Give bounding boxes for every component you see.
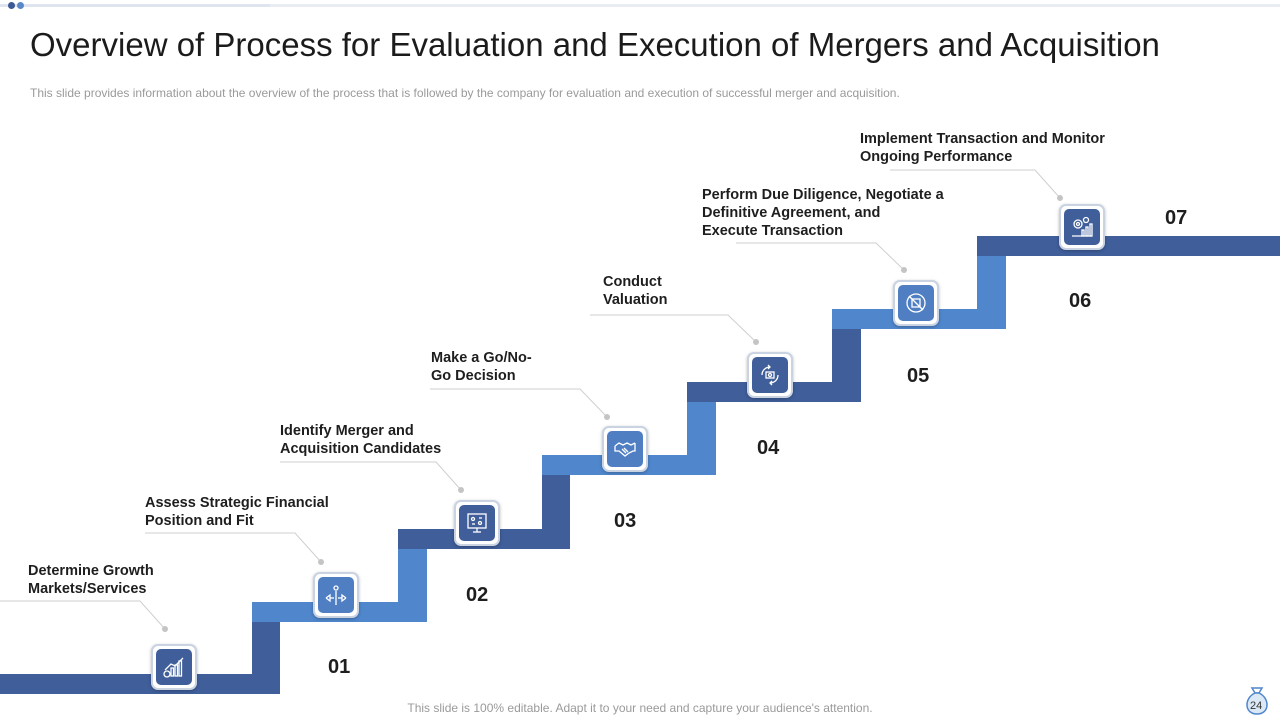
top-decor-line	[0, 4, 1280, 7]
leader-dot-7	[1057, 195, 1063, 201]
leader-line-7	[890, 169, 1061, 199]
step-icon-box-6	[893, 280, 939, 326]
leader-line-4	[430, 388, 608, 418]
presentation-board-icon	[467, 513, 487, 533]
leader-line-3	[280, 461, 462, 491]
step-number-3: 03	[614, 510, 637, 532]
slide-subtitle: This slide provides information about th…	[30, 86, 900, 100]
step-label-2: Assess Strategic Financial Position and …	[145, 495, 329, 529]
step-icon-box-2	[313, 572, 359, 618]
leader-line-1	[0, 600, 166, 630]
step-icon-box-5	[747, 352, 793, 398]
step-number-5: 05	[907, 365, 930, 387]
growth-chart-icon	[163, 657, 184, 678]
handshake-icon	[614, 442, 636, 457]
step-number-6: 06	[1069, 290, 1092, 312]
step-icon-box-7	[1059, 204, 1105, 250]
leader-dot-4	[604, 414, 610, 420]
stair-tread-1	[0, 674, 280, 694]
leader-dot-3	[458, 487, 464, 493]
leader-dot-1	[162, 626, 168, 632]
step-label-4: Make a Go/No- Go Decision	[431, 350, 532, 384]
stair-tread-7	[977, 236, 1280, 256]
decor-dot	[17, 2, 24, 9]
step-number-7: 07	[1165, 207, 1188, 229]
direction-arrows-icon	[325, 585, 347, 605]
leader-dot-6	[901, 267, 907, 273]
step-icon-box-4	[602, 426, 648, 472]
slide-title: Overview of Process for Evaluation and E…	[30, 26, 1160, 63]
step-label-5: Conduct Valuation	[603, 274, 668, 308]
step-number-4: 04	[757, 437, 780, 459]
gear-chart-icon	[1072, 216, 1093, 237]
decor-dot	[8, 2, 15, 9]
money-bag-icon	[1246, 687, 1268, 715]
step-icon-box-3	[454, 500, 500, 546]
no-deal-icon	[906, 293, 926, 313]
footer-note: This slide is 100% editable. Adapt it to…	[407, 701, 873, 715]
money-cycle-icon	[761, 364, 779, 386]
step-icon-box-1	[151, 644, 197, 690]
leader-dot-5	[753, 339, 759, 345]
step-label-6: Perform Due Diligence, Negotiate a Defin…	[702, 187, 944, 239]
leader-line-6	[736, 242, 905, 271]
leader-line-2	[145, 532, 322, 563]
page-number: 24	[1250, 700, 1263, 712]
step-label-1: Determine Growth Markets/Services	[28, 563, 154, 597]
step-number-1: 01	[328, 656, 351, 678]
step-number-2: 02	[466, 584, 489, 606]
step-label-3: Identify Merger and Acquisition Candidat…	[280, 423, 442, 457]
top-decor-line-accent	[0, 4, 270, 7]
leader-line-5	[590, 314, 757, 343]
step-label-7: Implement Transaction and Monitor Ongoin…	[860, 131, 1105, 165]
leader-dot-2	[318, 559, 324, 565]
